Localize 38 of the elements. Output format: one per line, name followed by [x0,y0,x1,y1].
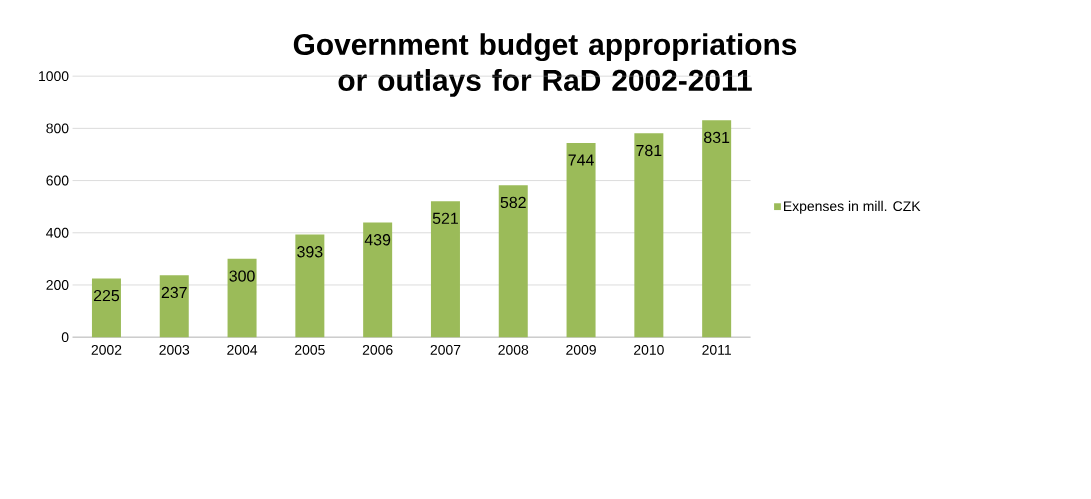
chart-title: Government budget appropriations or outlays for RaD 2002-2011 [293,33,797,97]
legend-label: Expenses in mill. CZK [784,200,921,214]
x-tick-label: 2008 [498,344,529,355]
bar [295,234,325,338]
x-tick-label: 2010 [634,344,664,355]
data-label: 781 [636,144,662,157]
data-label: 237 [161,286,187,299]
data-label: 831 [704,131,730,144]
data-label: 439 [364,234,391,246]
bar [634,133,664,338]
y-tick-label: 1000 [39,71,69,82]
x-tick-label: 2005 [295,344,325,355]
y-tick-label: 600 [46,175,69,186]
bar [159,275,189,338]
bar [702,120,732,338]
bar [430,201,460,338]
x-tick-label: 2002 [91,344,122,355]
bar [363,222,393,338]
bar [227,258,257,338]
bar [91,278,121,338]
y-tick-label: 800 [46,123,69,134]
x-tick-label: 2007 [430,344,461,355]
x-tick-label: 2011 [702,344,731,355]
data-label: 393 [297,246,323,258]
y-tick-label: 200 [46,280,69,290]
y-tick-label: 400 [46,227,69,238]
data-label: 225 [93,289,120,302]
y-tick-label: 0 [61,332,69,343]
data-label: 582 [500,196,526,209]
data-label: 744 [568,154,594,166]
data-label: 521 [432,212,458,224]
data-label: 300 [229,270,255,282]
x-tick-label: 2003 [159,344,190,355]
bar [566,142,596,338]
x-tick-label: 2004 [227,344,258,355]
x-tick-label: 2006 [362,344,393,355]
bar [498,185,528,338]
x-tick-label: 2009 [566,344,596,355]
